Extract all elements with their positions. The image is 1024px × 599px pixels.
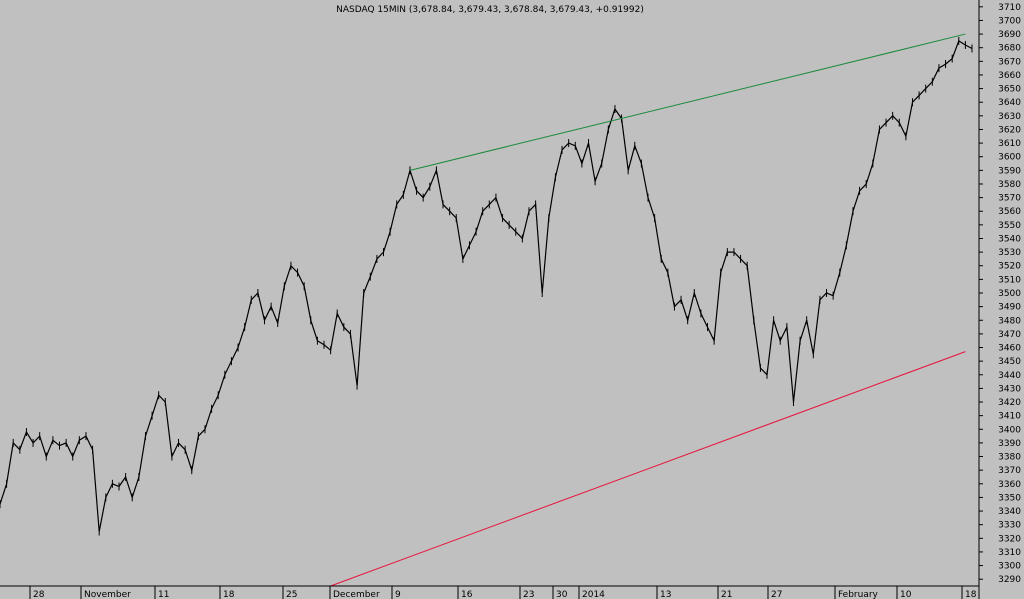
trendline — [409, 33, 966, 171]
y-tick-label: 3540 — [998, 234, 1021, 244]
y-tick-label: 3600 — [998, 153, 1021, 163]
x-axis: 28 November 11 18 25 December 9 16 23 30 2014 13 21 2… — [29, 586, 977, 599]
trendline-layer — [330, 33, 966, 587]
y-tick-label: 3550 — [998, 221, 1021, 231]
trendline — [330, 351, 966, 587]
y-tick-label: 3340 — [998, 507, 1021, 517]
y-tick-label: 3290 — [998, 575, 1021, 585]
y-tick-label: 3350 — [998, 493, 1021, 503]
y-tick-label: 3440 — [998, 371, 1021, 381]
x-tick-label: December — [333, 590, 380, 599]
x-tick-label: 28 — [33, 590, 45, 599]
y-tick-label: 3420 — [998, 398, 1021, 408]
x-tick-label: 18 — [965, 590, 977, 599]
y-tick-label: 3630 — [998, 112, 1021, 122]
y-tick-label: 3360 — [998, 480, 1021, 490]
y-tick-label: 3370 — [998, 466, 1021, 476]
y-tick-label: 3380 — [998, 453, 1021, 463]
x-tick-label: 13 — [660, 590, 671, 599]
y-tick-label: 3570 — [998, 194, 1021, 204]
x-tick-label: 27 — [771, 590, 782, 599]
x-tick-label: 30 — [556, 590, 568, 599]
y-tick-label: 3510 — [998, 275, 1021, 285]
y-axis: 3290 3300 3310 3320 3330 3340 3350 3360 3370 3380… — [979, 3, 1021, 585]
y-tick-label: 3330 — [998, 521, 1021, 531]
y-tick-label: 3520 — [998, 262, 1021, 272]
y-tick-label: 3580 — [998, 180, 1021, 190]
price-layer — [0, 36, 973, 536]
y-tick-label: 3410 — [998, 412, 1021, 422]
y-tick-label: 3500 — [998, 289, 1021, 299]
y-tick-label: 3490 — [998, 303, 1021, 313]
y-tick-label: 3700 — [998, 16, 1021, 26]
y-tick-label: 3620 — [998, 125, 1021, 135]
y-tick-label: 3680 — [998, 44, 1021, 54]
y-tick-label: 3670 — [998, 57, 1021, 67]
x-tick-label: 9 — [395, 590, 401, 599]
y-tick-label: 3390 — [998, 439, 1021, 449]
y-tick-label: 3450 — [998, 357, 1021, 367]
x-tick-label: 16 — [461, 590, 473, 599]
y-tick-label: 3310 — [998, 548, 1021, 558]
y-tick-label: 3400 — [998, 425, 1021, 435]
y-tick-label: 3660 — [998, 71, 1021, 81]
y-tick-label: 3610 — [998, 139, 1021, 149]
x-tick-label: 18 — [223, 590, 235, 599]
y-tick-label: 3320 — [998, 534, 1021, 544]
x-tick-label: 10 — [900, 590, 912, 599]
price-line — [0, 40, 973, 532]
chart-title: NASDAQ 15MIN (3,678.84, 3,679.43, 3,678.… — [336, 5, 644, 15]
y-tick-label: 3460 — [998, 344, 1021, 354]
y-tick-label: 3480 — [998, 316, 1021, 326]
x-tick-label: November — [84, 590, 131, 599]
x-tick-label: 2014 — [582, 590, 605, 599]
x-tick-label: February — [838, 590, 879, 599]
y-tick-label: 3300 — [998, 562, 1021, 572]
y-tick-label: 3590 — [998, 166, 1021, 176]
x-tick-label: 21 — [721, 590, 732, 599]
y-tick-label: 3650 — [998, 85, 1021, 95]
y-tick-label: 3530 — [998, 248, 1021, 258]
x-tick-label: 23 — [523, 590, 534, 599]
x-tick-label: 11 — [158, 590, 169, 599]
y-tick-label: 3430 — [998, 384, 1021, 394]
y-tick-label: 3470 — [998, 330, 1021, 340]
y-tick-label: 3690 — [998, 30, 1021, 40]
y-tick-label: 3560 — [998, 207, 1021, 217]
y-tick-label: 3640 — [998, 98, 1021, 108]
x-tick-label: 25 — [286, 590, 297, 599]
y-tick-label: 3710 — [998, 3, 1021, 13]
